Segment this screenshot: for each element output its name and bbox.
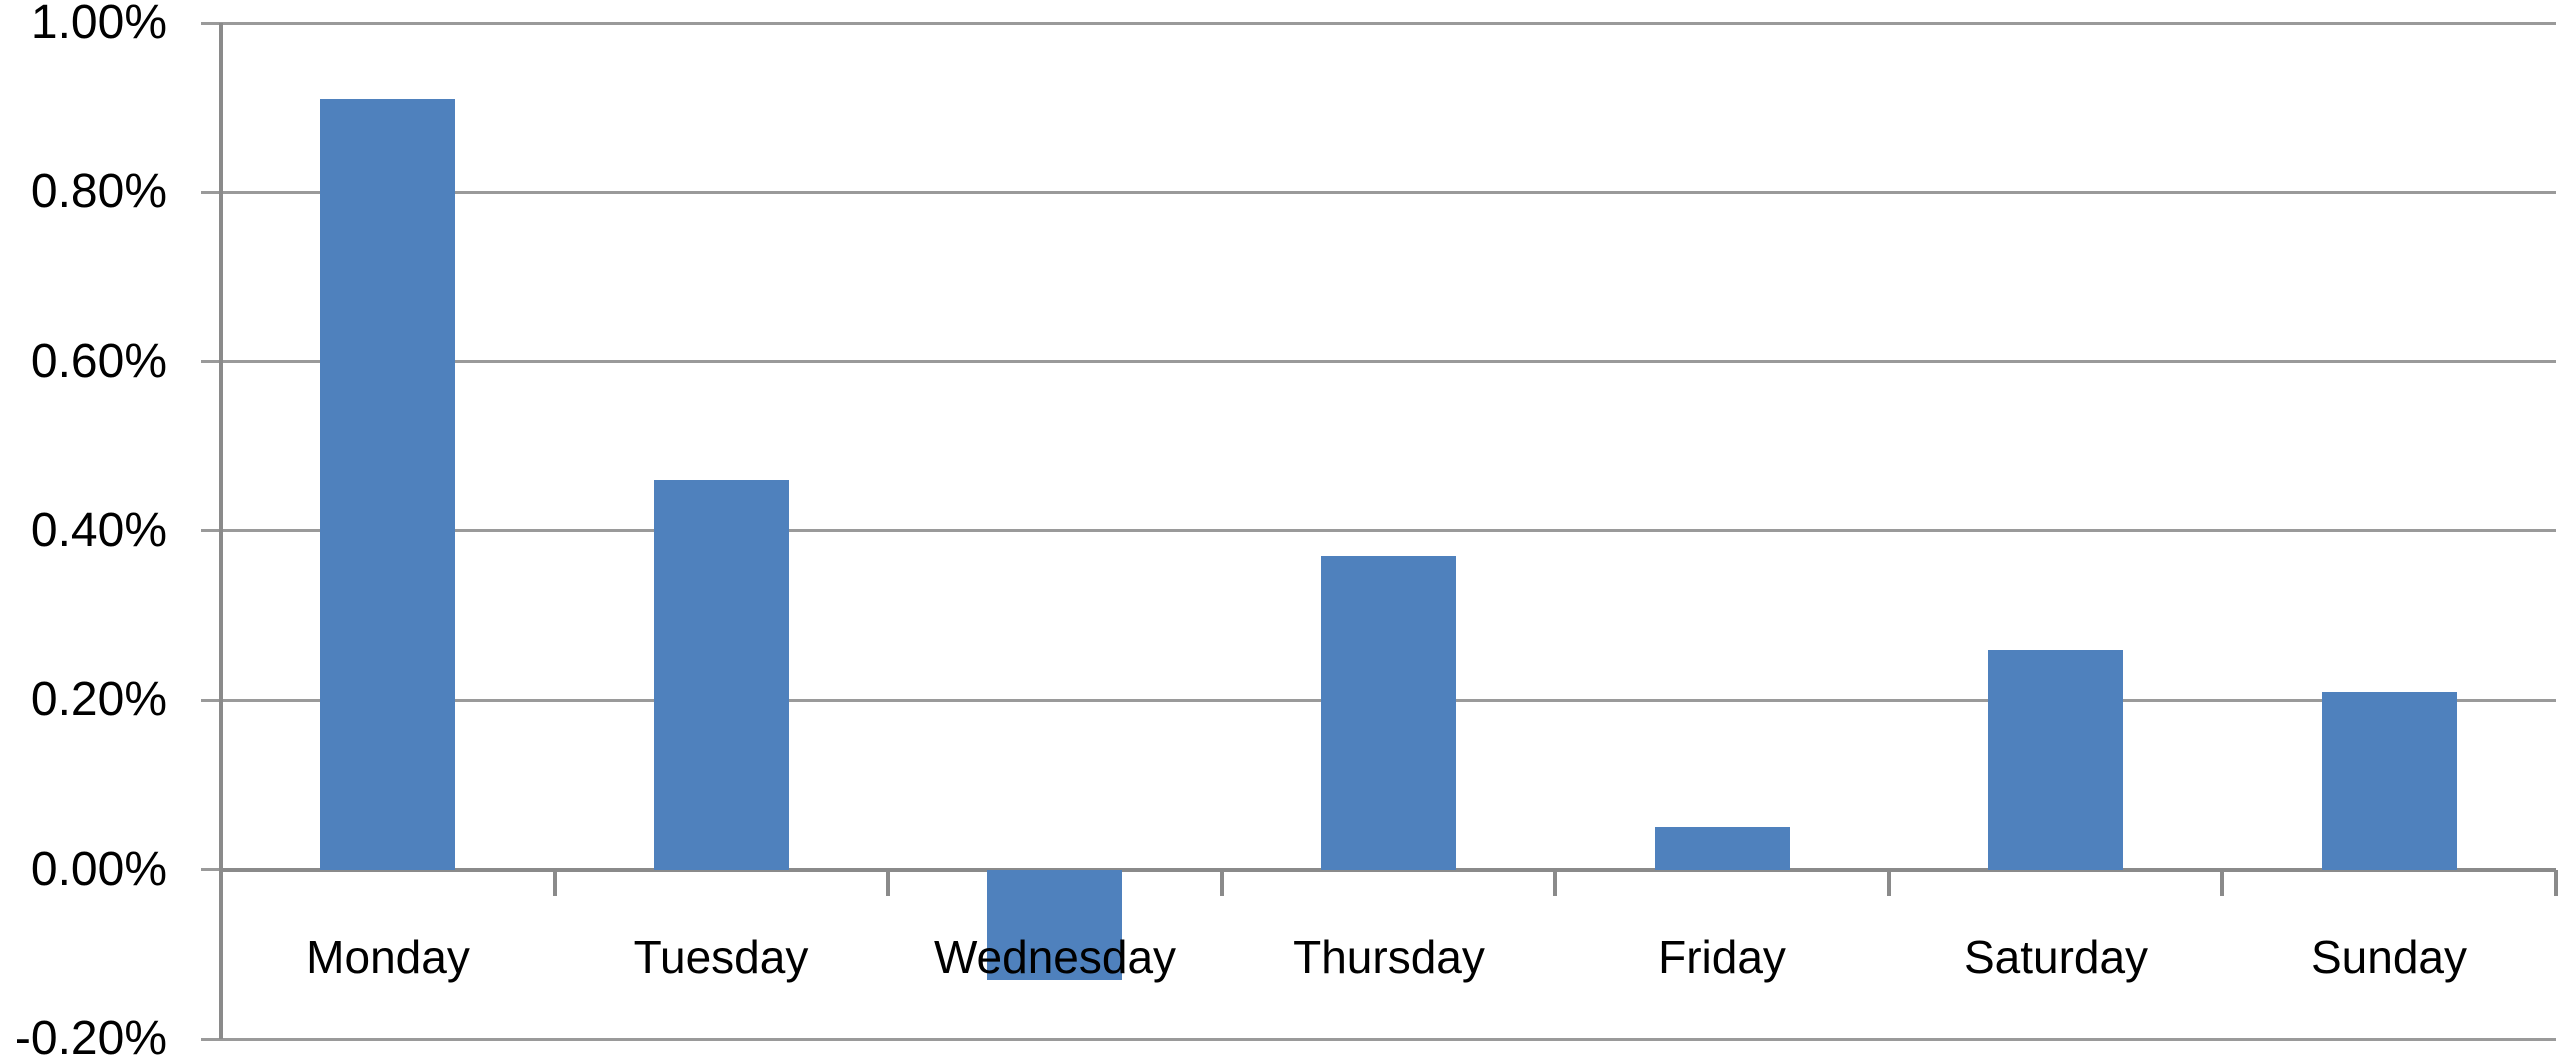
x-category-label: Saturday [1963, 931, 2149, 983]
gridline [201, 529, 2556, 532]
bar-thursday [1321, 556, 1456, 870]
x-axis-tick [2554, 870, 2558, 896]
bar-saturday [1988, 650, 2123, 870]
gridline [201, 360, 2556, 363]
y-tick-label: 0.40% [30, 504, 167, 557]
x-category-label: Friday [1658, 931, 1786, 983]
y-tick-label: 0.80% [30, 165, 167, 218]
bar-sunday [2322, 692, 2457, 870]
bar-tuesday [654, 480, 789, 870]
x-category-label: Wednesday [933, 931, 1177, 983]
y-tick-label: -0.20% [14, 1012, 167, 1059]
y-tick-label: 0.00% [30, 843, 167, 896]
y-axis-line [219, 23, 223, 1039]
x-axis-tick [1887, 870, 1891, 896]
x-axis-tick [886, 870, 890, 896]
x-axis-tick [2220, 870, 2224, 896]
x-category-label: Tuesday [633, 931, 809, 983]
x-category-label: Sunday [2310, 931, 2467, 983]
bar-monday [320, 99, 455, 870]
y-tick-label: 1.00% [30, 0, 167, 49]
x-axis-tick [1220, 870, 1224, 896]
x-category-label: Thursday [1293, 931, 1485, 983]
x-category-label: Monday [306, 931, 470, 983]
bar-friday [1655, 827, 1790, 870]
x-axis-tick [553, 870, 557, 896]
y-tick-label: 0.20% [30, 673, 167, 726]
gridline [201, 1038, 2556, 1041]
x-axis-tick [1553, 870, 1557, 896]
y-tick-label: 0.60% [30, 335, 167, 388]
bar-wednesday [987, 870, 1122, 980]
gridline [201, 22, 2556, 25]
gridline [201, 191, 2556, 194]
x-axis-line [221, 868, 2556, 872]
